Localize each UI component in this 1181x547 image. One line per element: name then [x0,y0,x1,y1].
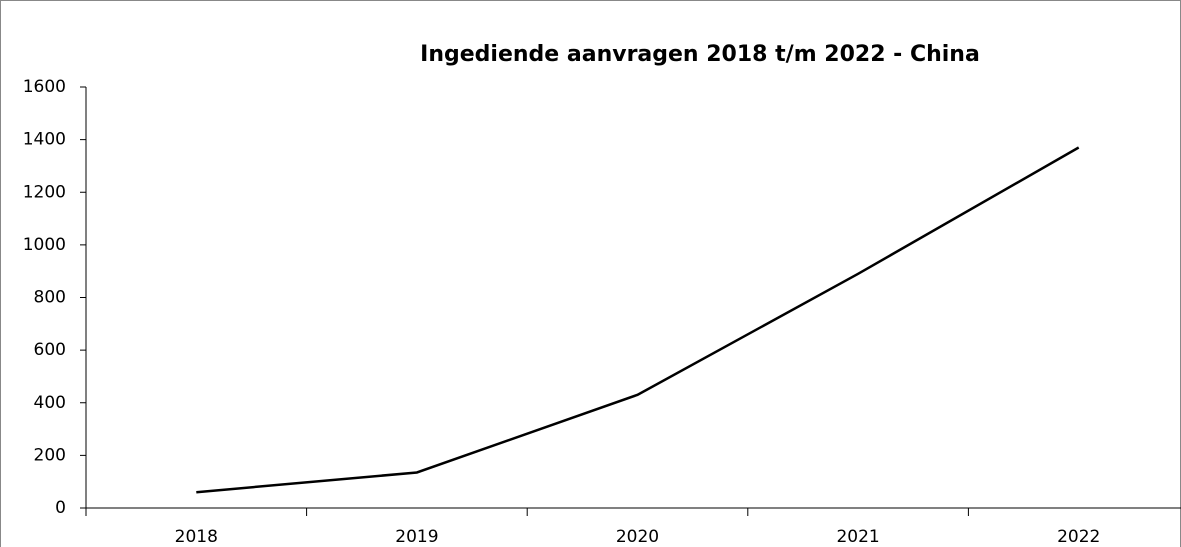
y-tick-label: 200 [34,445,66,465]
y-tick-label: 800 [34,288,66,308]
y-tick-label: 600 [34,340,66,360]
y-tick-label: 1000 [23,235,66,255]
y-tick-label: 400 [34,393,66,413]
chart-title: Ingediende aanvragen 2018 t/m 2022 - Chi… [420,42,980,67]
x-tick-label: 2021 [836,527,879,547]
y-tick-label: 1200 [23,182,66,202]
x-tick-label: 2020 [616,527,659,547]
line-series [196,146,1080,494]
y-tick-label: 0 [55,498,66,518]
y-tick-label: 1600 [23,77,66,97]
y-tick-label: 1400 [23,130,66,150]
x-tick-label: 2022 [1057,527,1100,547]
x-tick-label: 2018 [175,527,218,547]
x-tick-label: 2019 [395,527,438,547]
